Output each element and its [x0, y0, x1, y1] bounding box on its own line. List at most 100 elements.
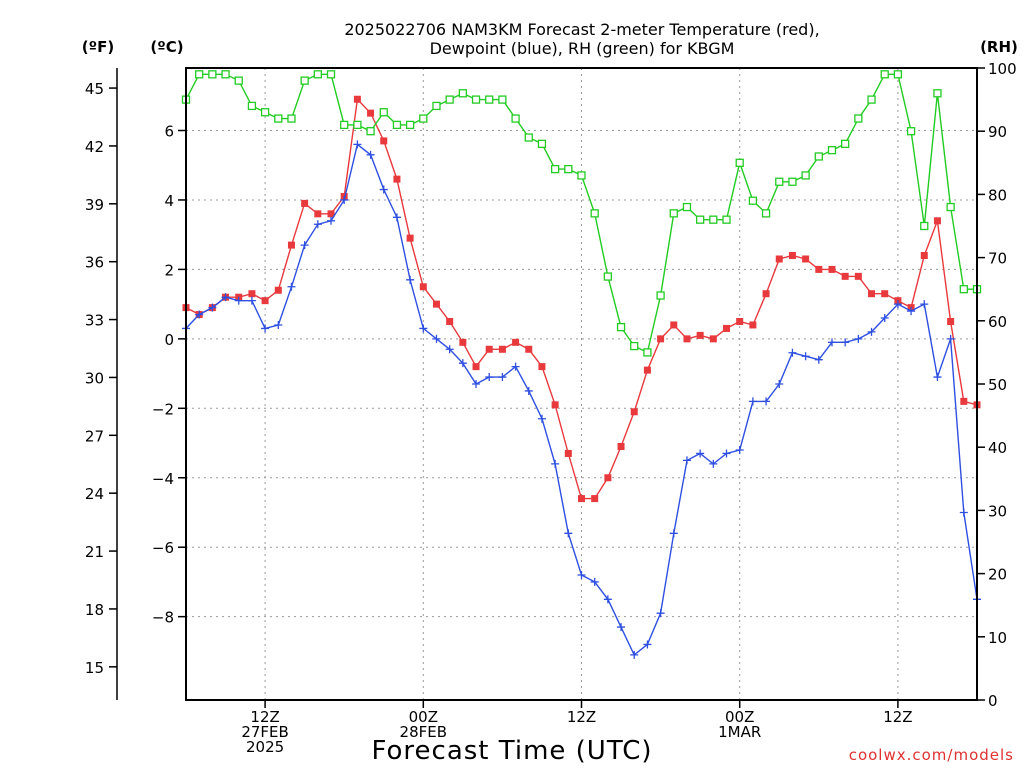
- dewpoint-point: [287, 282, 296, 291]
- temperature-point: [933, 217, 941, 225]
- dewpoint-point: [630, 650, 639, 659]
- temperature-point: [419, 283, 427, 291]
- temperature-point: [960, 397, 968, 405]
- fahrenheit-tick-label: 15: [85, 659, 104, 677]
- rh-point: [326, 70, 336, 79]
- tick-labels: 45423936333027242118156420−2−4−6−8100908…: [85, 60, 1017, 756]
- rh-point: [669, 209, 678, 218]
- rh-tick-label: 10: [988, 629, 1007, 647]
- celsius-tick-label: 4: [164, 192, 174, 210]
- chart-title-line-2: Dewpoint (blue), RH (green) for KBGM: [430, 39, 735, 58]
- temperature-point: [775, 255, 783, 263]
- dewpoint-point: [353, 140, 362, 149]
- temperature-point: [459, 338, 467, 346]
- temperature-point: [709, 335, 717, 343]
- rh-tick-label: 70: [988, 250, 1007, 268]
- rh-point: [788, 177, 797, 186]
- dewpoint-point: [511, 362, 520, 371]
- fahrenheit-tick-label: 18: [85, 601, 104, 619]
- dewpoint-point: [300, 241, 309, 250]
- dewpoint-point: [854, 334, 863, 343]
- dewpoint-point: [907, 307, 916, 316]
- rh-point: [827, 146, 837, 155]
- rh-point: [841, 139, 850, 148]
- rh-point: [419, 114, 428, 123]
- rh-point: [564, 164, 573, 174]
- dewpoint-point: [920, 300, 929, 309]
- rh-point: [630, 341, 639, 351]
- dewpoint-point: [327, 216, 336, 225]
- rh-point: [577, 171, 586, 180]
- rh-point: [471, 95, 481, 104]
- rh-unit-label: (RH): [980, 38, 1018, 56]
- temperature-point: [498, 345, 506, 353]
- fahrenheit-tick-label: 27: [85, 427, 104, 445]
- temperature-point: [512, 338, 520, 346]
- dewpoint-point: [379, 185, 388, 194]
- rh-tick-label: 0: [988, 692, 998, 710]
- rh-point: [761, 209, 771, 218]
- rh-point: [445, 95, 454, 104]
- celsius-tick-label: −8: [152, 609, 174, 627]
- temperature-point: [802, 255, 810, 263]
- time-tick-label: 00Z: [725, 708, 754, 726]
- temperature-point: [393, 175, 401, 183]
- dewpoint-point: [748, 397, 757, 406]
- fahrenheit-tick-label: 30: [85, 369, 104, 387]
- rh-point: [340, 120, 349, 130]
- temperature-point: [920, 252, 928, 260]
- temperature-point: [564, 449, 572, 457]
- temperature-point: [670, 321, 678, 329]
- dewpoint-point: [366, 150, 375, 159]
- rh-point: [392, 120, 402, 130]
- dewpoint-point: [696, 449, 705, 458]
- rh-point: [946, 202, 955, 212]
- rh-point: [550, 164, 560, 174]
- rh-point: [208, 70, 217, 79]
- dewpoint-point: [709, 459, 718, 468]
- temperature-point: [947, 317, 955, 325]
- rh-point: [933, 89, 942, 98]
- rh-point: [511, 114, 520, 123]
- dewpoint-point: [788, 348, 797, 357]
- temperature-point: [327, 210, 335, 218]
- rh-point: [300, 76, 309, 85]
- dewpoint-point: [735, 445, 744, 454]
- rh-tick-label: 60: [988, 313, 1007, 331]
- temperature-point: [788, 252, 796, 260]
- time-tick-label: 27FEB: [241, 723, 288, 741]
- temperature-point: [472, 363, 480, 371]
- rh-tick-label: 100: [988, 60, 1017, 78]
- fahrenheit-tick-label: 24: [85, 485, 104, 503]
- dewpoint-point: [617, 623, 626, 632]
- dewpoint-point: [722, 449, 731, 458]
- temperature-point: [485, 345, 493, 353]
- dewpoint-point: [498, 373, 507, 382]
- rh-tick-label: 30: [988, 502, 1007, 520]
- fahrenheit-tick-label: 21: [85, 543, 104, 561]
- dewpoint-point: [880, 314, 889, 323]
- temperature-point: [432, 300, 440, 308]
- dewpoint-point: [933, 373, 942, 382]
- dewpoint-point: [682, 456, 691, 465]
- rh-point: [485, 95, 494, 104]
- temperature-point: [657, 335, 665, 343]
- x-axis-label: Forecast Time (UTC): [371, 736, 652, 766]
- rh-point: [682, 202, 692, 212]
- fahrenheit-tick-label: 39: [85, 196, 104, 214]
- dewpoint-point: [274, 320, 283, 329]
- rh-point: [313, 70, 322, 79]
- temperature-point: [683, 335, 691, 343]
- rh-point: [287, 114, 296, 123]
- rh-point: [814, 152, 823, 161]
- temperature-point: [591, 495, 599, 503]
- temperature-point: [525, 345, 533, 353]
- dewpoint-point: [537, 414, 546, 423]
- rh-point: [260, 108, 270, 117]
- temperature-point: [406, 234, 414, 242]
- rh-point: [656, 291, 665, 300]
- rh-point: [379, 108, 388, 117]
- temperature-point: [301, 199, 309, 207]
- temperature-point: [261, 297, 269, 305]
- rh-point: [722, 215, 731, 224]
